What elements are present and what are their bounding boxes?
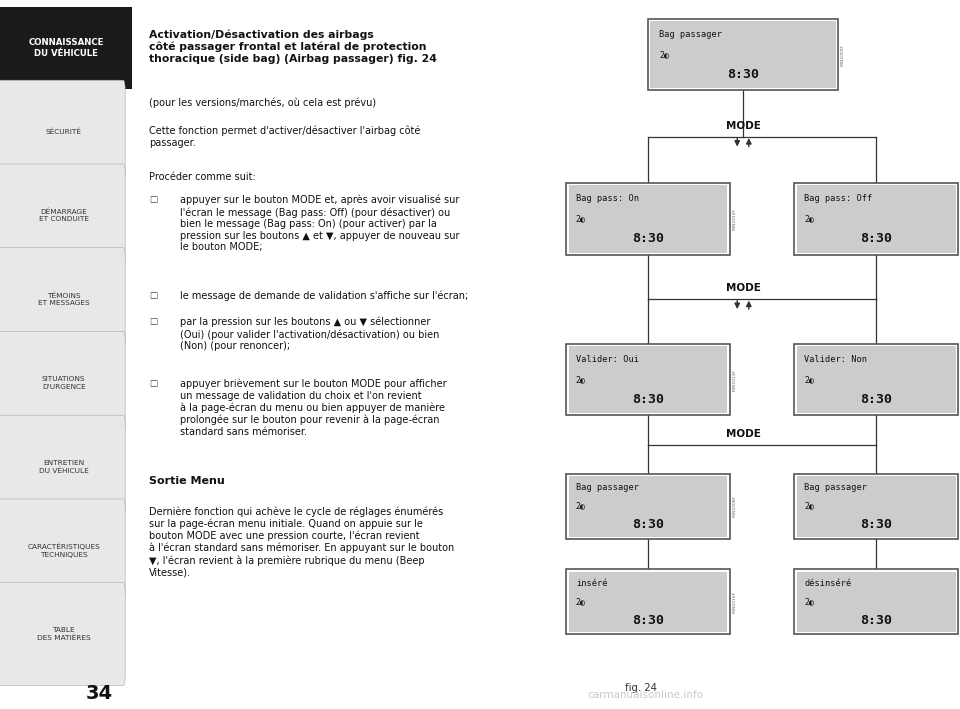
FancyBboxPatch shape xyxy=(795,474,958,539)
FancyBboxPatch shape xyxy=(797,476,955,537)
Text: 8:30: 8:30 xyxy=(632,233,664,245)
Text: Bag passager: Bag passager xyxy=(660,30,722,39)
Text: (pour les versions/marchés, où cela est prévu): (pour les versions/marchés, où cela est … xyxy=(149,97,376,108)
Text: Dernière fonction qui achève le cycle de réglages énumérés
sur la page-écran men: Dernière fonction qui achève le cycle de… xyxy=(149,506,454,577)
Text: 2◐: 2◐ xyxy=(804,598,814,606)
FancyBboxPatch shape xyxy=(650,21,836,89)
Text: Valider: Non: Valider: Non xyxy=(804,355,867,364)
Text: 8:30: 8:30 xyxy=(860,393,892,406)
Text: MODE: MODE xyxy=(726,429,760,439)
Text: CONNAISSANCE
DU VÉHICULE: CONNAISSANCE DU VÉHICULE xyxy=(29,38,104,58)
Text: 2◐: 2◐ xyxy=(804,214,814,223)
Text: SÉCURITÉ: SÉCURITÉ xyxy=(45,128,82,135)
Text: 2◐: 2◐ xyxy=(804,375,814,384)
Text: fig. 24: fig. 24 xyxy=(625,683,657,693)
Text: Sortie Menu: Sortie Menu xyxy=(149,476,225,486)
Text: F0N1013F: F0N1013F xyxy=(732,369,736,391)
Text: 8:30: 8:30 xyxy=(727,68,759,82)
Text: TÉMOINS
ET MESSAGES: TÉMOINS ET MESSAGES xyxy=(37,292,89,306)
Text: DÉMARRAGE
ET CONDUITE: DÉMARRAGE ET CONDUITE xyxy=(38,208,88,223)
Text: MODE: MODE xyxy=(726,121,760,131)
Text: par la pression sur les boutons ▲ ou ▼ sélectionner
(Oui) (pour valider l'activa: par la pression sur les boutons ▲ ou ▼ s… xyxy=(180,317,440,351)
Text: Activation/Désactivation des airbags
côté passager frontal et latéral de protect: Activation/Désactivation des airbags côt… xyxy=(149,30,437,64)
FancyBboxPatch shape xyxy=(566,344,730,415)
Text: Cette fonction permet d'activer/désactiver l'airbag côté
passager.: Cette fonction permet d'activer/désactiv… xyxy=(149,125,420,147)
FancyBboxPatch shape xyxy=(568,571,728,632)
FancyBboxPatch shape xyxy=(795,183,958,255)
FancyBboxPatch shape xyxy=(648,18,838,91)
FancyBboxPatch shape xyxy=(0,499,125,602)
Text: F0N1015F: F0N1015F xyxy=(732,591,736,613)
FancyBboxPatch shape xyxy=(0,331,125,435)
Text: carmanualsonline.info: carmanualsonline.info xyxy=(588,691,704,700)
Text: 34: 34 xyxy=(85,684,113,703)
FancyBboxPatch shape xyxy=(797,346,955,413)
Text: ENTRETIEN
DU VÉHICULE: ENTRETIEN DU VÉHICULE xyxy=(38,459,88,474)
Text: □: □ xyxy=(149,291,157,300)
Text: Valider: Oui: Valider: Oui xyxy=(576,355,638,364)
Text: F0N1008F: F0N1008F xyxy=(732,495,736,517)
Text: désinséré: désinséré xyxy=(804,579,852,588)
Text: F0N1009F: F0N1009F xyxy=(841,43,845,65)
Text: SITUATIONS
D'URGENCE: SITUATIONS D'URGENCE xyxy=(42,376,85,390)
FancyBboxPatch shape xyxy=(797,571,955,632)
Text: CARACTÉRISTIQUES
TECHNIQUES: CARACTÉRISTIQUES TECHNIQUES xyxy=(27,543,100,558)
Text: 2◐: 2◐ xyxy=(576,375,586,384)
Text: 2◐: 2◐ xyxy=(660,50,669,59)
Text: inséré: inséré xyxy=(576,579,608,588)
Text: 8:30: 8:30 xyxy=(860,518,892,531)
FancyBboxPatch shape xyxy=(0,80,125,183)
Text: □: □ xyxy=(149,317,157,326)
FancyBboxPatch shape xyxy=(0,583,125,686)
FancyBboxPatch shape xyxy=(566,183,730,255)
Text: 8:30: 8:30 xyxy=(860,613,892,627)
Text: 8:30: 8:30 xyxy=(632,613,664,627)
Text: TABLE
DES MATIÈRES: TABLE DES MATIÈRES xyxy=(36,627,90,641)
Text: 2◐: 2◐ xyxy=(576,598,586,606)
Text: Procéder comme suit:: Procéder comme suit: xyxy=(149,172,255,182)
FancyBboxPatch shape xyxy=(795,569,958,635)
FancyBboxPatch shape xyxy=(568,346,728,413)
FancyBboxPatch shape xyxy=(568,476,728,537)
Text: appuyer sur le bouton MODE et, après avoir visualisé sur
l'écran le message (Bag: appuyer sur le bouton MODE et, après avo… xyxy=(180,195,460,252)
Text: 2◐: 2◐ xyxy=(804,502,814,510)
Text: 2◐: 2◐ xyxy=(576,502,586,510)
Text: 8:30: 8:30 xyxy=(632,518,664,531)
FancyBboxPatch shape xyxy=(797,185,955,252)
Text: Bag passager: Bag passager xyxy=(804,484,867,493)
Text: 8:30: 8:30 xyxy=(860,233,892,245)
Text: Bag pass: Off: Bag pass: Off xyxy=(804,194,873,203)
FancyBboxPatch shape xyxy=(0,164,125,267)
Bar xyxy=(0,7,132,89)
FancyBboxPatch shape xyxy=(566,569,730,635)
Text: Bag passager: Bag passager xyxy=(576,484,638,493)
Text: MODE: MODE xyxy=(726,284,760,294)
Text: □: □ xyxy=(149,195,157,204)
FancyBboxPatch shape xyxy=(795,344,958,415)
Text: 2◐: 2◐ xyxy=(576,214,586,223)
Text: Bag pass: On: Bag pass: On xyxy=(576,194,638,203)
Text: F0N1010F: F0N1010F xyxy=(732,208,736,230)
FancyBboxPatch shape xyxy=(0,415,125,518)
Text: le message de demande de validation s'affiche sur l'écran;: le message de demande de validation s'af… xyxy=(180,291,468,301)
FancyBboxPatch shape xyxy=(0,247,125,351)
FancyBboxPatch shape xyxy=(568,185,728,252)
FancyBboxPatch shape xyxy=(566,474,730,539)
Text: 8:30: 8:30 xyxy=(632,393,664,406)
Text: appuyer brièvement sur le bouton MODE pour afficher
un message de validation du : appuyer brièvement sur le bouton MODE po… xyxy=(180,379,447,437)
Text: □: □ xyxy=(149,379,157,388)
